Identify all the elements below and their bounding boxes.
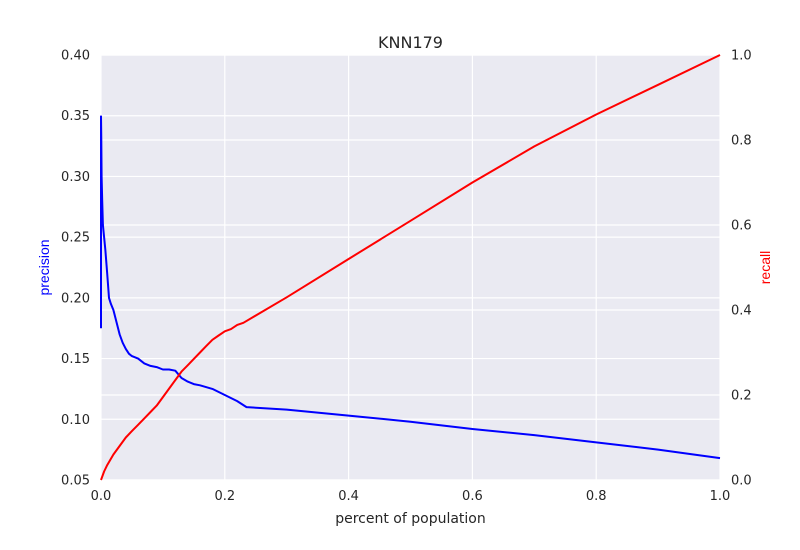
y-left-tick-label: 0.05: [61, 474, 90, 489]
series-precision: [100, 115, 721, 460]
y-right-tick-label: 1.0: [731, 49, 752, 64]
y-right-tick-label: 0.4: [731, 304, 752, 319]
y-right-tick-label: 0.8: [731, 134, 752, 149]
y-right-tick-label: 0.6: [731, 219, 752, 234]
y-left-tick-label: 0.40: [61, 49, 90, 64]
x-tick-label: 1.0: [710, 489, 731, 504]
y-left-tick-label: 0.30: [61, 170, 90, 185]
y-left-tick-label: 0.35: [61, 109, 90, 124]
x-tick-label: 0.2: [214, 489, 235, 504]
y-left-tick-label: 0.25: [61, 231, 90, 246]
y-left-tick-label: 0.10: [61, 413, 90, 428]
y-right-tick-label: 0.2: [731, 389, 752, 404]
y-axis-right-label: recall: [757, 251, 773, 284]
chart-title: KNN179: [378, 33, 443, 52]
y-axis-left-label: precision: [36, 239, 52, 295]
series-lines: [100, 54, 721, 481]
x-tick-label: 0.6: [462, 489, 483, 504]
grid: [100, 54, 721, 481]
plot-area: [101, 55, 720, 480]
ticks: 0.0 0.2 0.4 0.6 0.8 1.0 0.05 0.10 0.15 0.20 0.25 0.…: [61, 49, 752, 505]
x-tick-label: 0.8: [586, 489, 607, 504]
y-right-tick-label: 0.0: [731, 474, 752, 489]
y-left-tick-label: 0.15: [61, 352, 90, 367]
series-recall: [100, 54, 721, 481]
x-tick-label: 0.0: [91, 489, 112, 504]
x-axis-label: percent of population: [335, 511, 486, 527]
x-tick-label: 0.4: [338, 489, 359, 504]
y-left-tick-label: 0.20: [61, 291, 90, 306]
